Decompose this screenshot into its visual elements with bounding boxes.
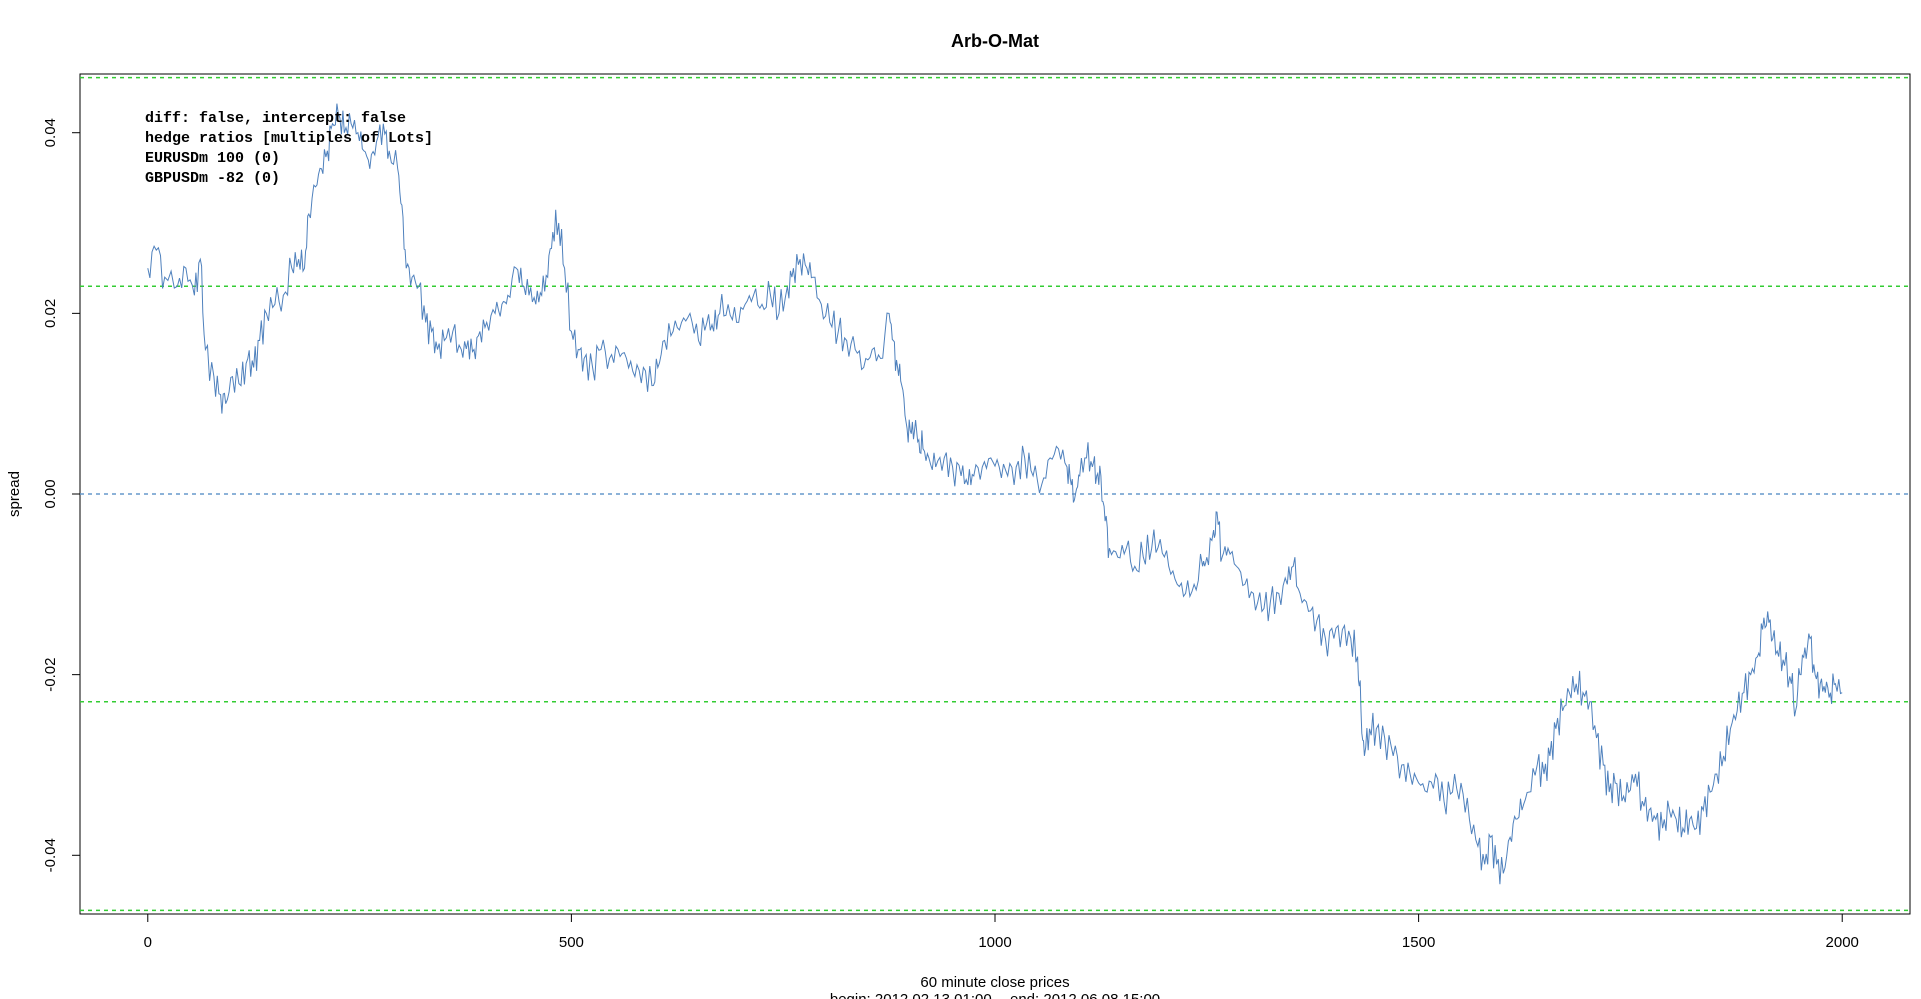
x-tick-label-0: 0	[144, 934, 152, 951]
x-axis-sublabel: begin: 2012.02.13 01:00 -- end: 2012.06.…	[830, 991, 1160, 999]
y-tick-label-4: 0.04	[42, 118, 59, 147]
annotation-line-4: GBPUSDm -82 (0)	[145, 170, 280, 187]
x-tick-label-3: 1500	[1402, 934, 1435, 951]
spread-series	[147, 103, 1843, 885]
hedge-info-annotation: diff: false, intercept: false hedge rati…	[145, 110, 433, 187]
x-tick-label-1: 500	[559, 934, 584, 951]
y-axis: -0.04 -0.02 0.00 0.02 0.04	[42, 118, 80, 872]
annotation-line-3: EURUSDm 100 (0)	[145, 150, 280, 167]
reference-lines	[80, 76, 1910, 912]
x-tick-label-2: 1000	[978, 934, 1011, 951]
y-tick-label-0: -0.04	[42, 838, 59, 872]
x-axis: 0 500 1000 1500 2000	[144, 914, 1859, 951]
y-tick-label-2: 0.00	[42, 479, 59, 508]
series-line-0	[147, 103, 1843, 885]
chart-title: Arb-O-Mat	[951, 31, 1039, 51]
y-axis-label: spread	[6, 471, 23, 517]
x-axis-label: 60 minute close prices	[920, 974, 1069, 991]
y-tick-label-3: 0.02	[42, 299, 59, 328]
annotation-line-1: diff: false, intercept: false	[145, 110, 406, 127]
annotation-line-2: hedge ratios [multiples of Lots]	[145, 130, 433, 147]
y-tick-label-1: -0.02	[42, 658, 59, 692]
x-tick-label-4: 2000	[1826, 934, 1859, 951]
